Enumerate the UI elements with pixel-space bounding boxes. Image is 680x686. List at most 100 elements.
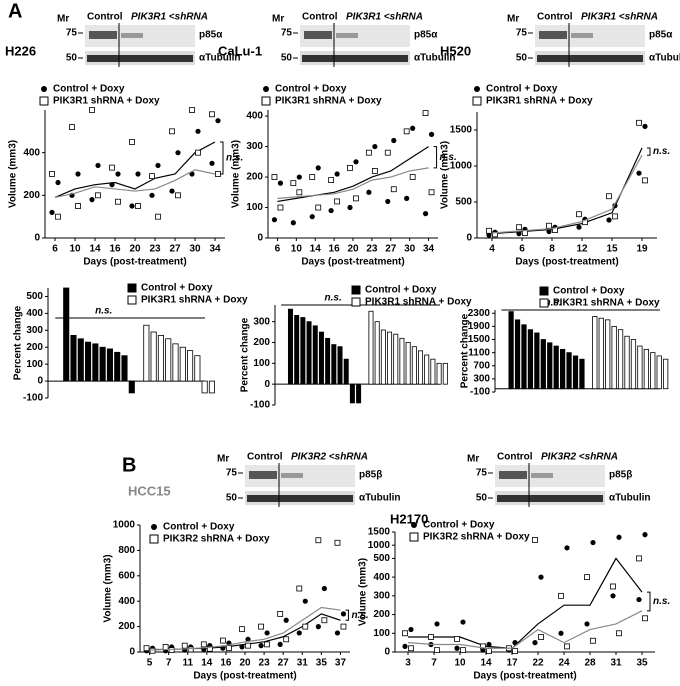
blot-band — [537, 55, 643, 62]
y-tick-label: 400 — [23, 147, 40, 158]
data-point — [115, 198, 121, 205]
data-point — [365, 149, 372, 156]
protein-label: p85β — [359, 470, 382, 481]
bar — [605, 319, 611, 390]
data-point — [271, 174, 278, 180]
x-tick-label: 23 — [366, 244, 378, 255]
legend-label: Control + Doxy — [486, 84, 558, 95]
data-point — [215, 171, 221, 177]
data-point — [590, 539, 596, 546]
y-tick-label: 500 — [373, 553, 390, 564]
blot-band — [302, 55, 408, 62]
y-tick-label: 200 — [246, 172, 263, 183]
data-point — [245, 636, 251, 642]
legend-marker — [127, 295, 137, 305]
data-point — [168, 647, 175, 653]
data-point — [371, 168, 378, 174]
bar — [121, 355, 128, 382]
bar — [424, 354, 430, 385]
data-point — [143, 645, 150, 652]
x-tick-label: 10 — [69, 244, 81, 255]
legend-marker — [39, 96, 49, 106]
bar — [128, 380, 135, 394]
bar — [611, 325, 617, 390]
y-tick-label: 0 — [384, 647, 390, 658]
legend-marker — [472, 96, 482, 106]
x-tick-label: 10 — [291, 244, 303, 255]
mean-line — [54, 169, 216, 199]
y-tick-label: 1100 — [468, 347, 490, 358]
blot-band — [531, 473, 553, 478]
data-point — [422, 211, 429, 217]
blot-band — [281, 473, 303, 478]
protein-label: p85α — [649, 30, 673, 41]
data-point — [538, 634, 544, 640]
data-point — [428, 131, 435, 137]
marker-label: 50 — [516, 53, 528, 64]
x-tick-label: 4 — [489, 244, 495, 255]
marker-label: 50 — [226, 493, 238, 504]
x-tick-label: 19 — [636, 244, 648, 255]
data-point — [220, 637, 226, 644]
data-point — [486, 227, 492, 234]
bar — [187, 350, 194, 382]
x-tick-label: 16 — [109, 244, 121, 255]
x-tick-label: 16 — [220, 658, 232, 669]
legend-marker — [351, 285, 361, 295]
bar — [436, 362, 442, 385]
protein-label: αTubulin — [199, 53, 241, 64]
blot-band — [249, 471, 277, 479]
data-point — [606, 217, 612, 223]
y-tick-label: 300 — [246, 141, 263, 152]
mr-label: Mr — [272, 14, 284, 25]
blot-band — [571, 33, 593, 38]
bar — [150, 331, 157, 382]
bar — [325, 337, 331, 385]
y-axis-label: Volume (mm3) — [8, 140, 19, 208]
bar — [430, 358, 436, 385]
data-point — [302, 598, 308, 604]
data-point — [558, 630, 564, 636]
bar — [540, 339, 546, 390]
data-point — [404, 195, 410, 201]
protein-label: αTubulin — [609, 493, 651, 504]
data-point — [532, 640, 538, 646]
y-axis-label: Percent change — [13, 305, 24, 380]
data-point — [422, 110, 429, 116]
data-point — [175, 150, 181, 156]
data-point — [486, 641, 492, 648]
cell-line: H226 — [5, 43, 36, 58]
data-point — [391, 137, 397, 144]
data-point — [209, 111, 215, 118]
legend-marker — [127, 283, 137, 293]
legend-marker — [474, 86, 480, 92]
cell-line: H2170 — [390, 511, 428, 526]
blot-band — [121, 33, 143, 38]
data-point — [612, 213, 618, 220]
data-point — [492, 231, 498, 238]
legend-marker — [411, 522, 417, 528]
bar — [99, 346, 106, 382]
bar — [521, 324, 527, 390]
data-point — [408, 645, 414, 652]
x-axis-label: Days (post-treatment) — [473, 671, 576, 682]
data-point — [95, 162, 101, 169]
data-point — [353, 159, 359, 165]
data-point — [75, 171, 81, 177]
legend-label: Control + Doxy — [163, 522, 235, 533]
data-point — [296, 630, 302, 636]
data-point — [95, 192, 101, 199]
data-point — [239, 644, 245, 650]
data-point — [486, 232, 492, 238]
x-tick-label: 12 — [576, 244, 588, 255]
data-point — [642, 177, 648, 184]
data-point — [283, 636, 290, 643]
data-point — [409, 174, 416, 180]
mr-label: Mr — [507, 14, 519, 25]
data-point — [532, 537, 538, 543]
data-point — [606, 193, 612, 200]
lane-label: PIK3R2 <shRNA — [291, 452, 368, 463]
legend-label: Control + Doxy — [141, 283, 213, 294]
y-tick-label: 200 — [23, 190, 40, 201]
data-point — [480, 643, 486, 650]
